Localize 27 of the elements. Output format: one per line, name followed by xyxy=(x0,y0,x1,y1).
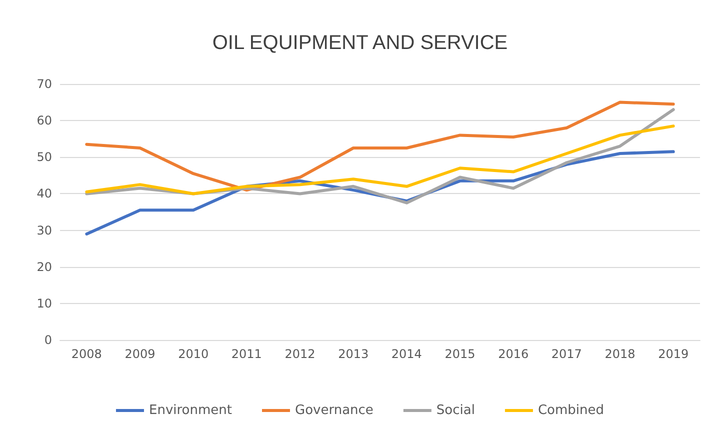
legend-label: Social xyxy=(436,403,475,418)
y-tick-label: 70 xyxy=(36,77,52,91)
x-tick-label: 2009 xyxy=(124,347,156,361)
y-tick-label: 10 xyxy=(36,296,52,310)
x-tick-label: 2010 xyxy=(178,347,209,361)
y-tick-label: 60 xyxy=(36,114,52,128)
x-tick-label: 2014 xyxy=(391,347,422,361)
x-tick-label: 2017 xyxy=(551,347,582,361)
legend-label: Combined xyxy=(538,403,604,418)
x-tick-label: 2012 xyxy=(284,347,316,361)
x-tick-label: 2013 xyxy=(338,347,369,361)
x-tick-label: 2016 xyxy=(498,347,529,361)
line-series xyxy=(85,124,675,196)
x-tick-label: 2015 xyxy=(444,347,476,361)
y-tick-label: 20 xyxy=(36,260,52,274)
x-tick-label: 2011 xyxy=(231,347,262,361)
y-tick-label: 0 xyxy=(44,333,52,347)
y-tick-label: 30 xyxy=(36,223,52,238)
legend-label: Governance xyxy=(294,403,374,418)
chart-title: OIL EQUIPMENT AND SERVICE xyxy=(212,32,508,54)
x-tick-label: 2019 xyxy=(658,347,689,361)
x-tick-label: 2008 xyxy=(71,347,102,361)
y-tick-label: 40 xyxy=(36,186,52,201)
y-tick-label: 50 xyxy=(36,150,52,164)
x-tick-label: 2018 xyxy=(604,347,636,361)
legend-label: Environment xyxy=(148,403,232,418)
line-series xyxy=(85,100,675,192)
